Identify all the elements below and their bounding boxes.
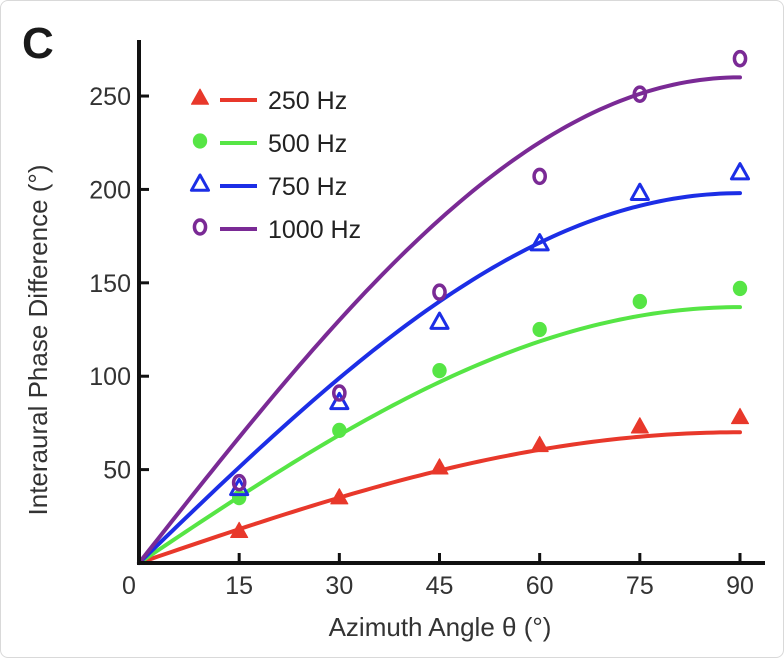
legend-marker <box>192 133 208 149</box>
data-point <box>732 49 748 68</box>
data-point <box>632 85 648 103</box>
y-tick-label: 250 <box>89 83 131 111</box>
data-point <box>730 407 750 425</box>
axes <box>137 40 765 565</box>
x-tick-label: 15 <box>225 572 253 600</box>
x-tick-label: 0 <box>122 572 136 600</box>
fit-curve-2 <box>137 191 742 565</box>
data-point <box>430 458 449 475</box>
legend-item: 750 Hz <box>189 173 347 201</box>
data-point <box>330 488 349 505</box>
legend-label: 750 Hz <box>268 173 347 201</box>
data-point <box>432 283 447 301</box>
legend-item: 1000 Hz <box>192 216 361 244</box>
ticks: 50 100 150 200 250 0 15 30 45 60 75 90 <box>89 83 754 600</box>
legend-marker <box>189 173 211 192</box>
data-point <box>231 489 247 506</box>
y-tick-label: 100 <box>89 363 131 391</box>
data-point <box>632 293 648 310</box>
data-point <box>529 233 550 252</box>
legend-item: 250 Hz <box>190 87 347 115</box>
x-tick-label: 60 <box>526 572 554 600</box>
data-point <box>732 280 748 297</box>
legend-item: 500 Hz <box>192 130 347 158</box>
data-point <box>532 167 547 186</box>
data-point <box>530 435 549 453</box>
y-axis-title: Interaural Phase Difference (°) <box>23 165 53 516</box>
x-axis-title: Azimuth Angle θ (°) <box>329 612 552 642</box>
data-point <box>432 362 447 379</box>
y-tick-label: 50 <box>103 457 131 485</box>
legend-marker <box>192 218 208 236</box>
legend-label: 250 Hz <box>268 87 347 115</box>
data-point <box>429 311 450 330</box>
fit-curve-3 <box>137 75 742 565</box>
data-point <box>231 473 247 492</box>
legend-label: 1000 Hz <box>268 216 361 244</box>
data-point <box>729 162 751 181</box>
x-tick-label: 75 <box>626 572 654 600</box>
legend-marker <box>190 88 210 105</box>
data-point <box>332 384 347 402</box>
data-point <box>230 521 249 539</box>
data-point <box>332 422 347 439</box>
data-point <box>532 321 547 338</box>
data-points <box>229 49 751 539</box>
data-point <box>629 182 650 201</box>
data-point <box>630 417 649 434</box>
fit-curves <box>137 75 742 565</box>
legend: 250 Hz 500 Hz 750 Hz 1000 Hz <box>189 87 361 244</box>
x-tick-label: 30 <box>325 572 353 600</box>
x-tick-label: 90 <box>726 572 754 600</box>
data-point <box>329 391 350 411</box>
y-tick-label: 150 <box>89 270 131 298</box>
x-tick-label: 45 <box>426 572 454 600</box>
y-tick-label: 200 <box>89 176 131 204</box>
legend-label: 500 Hz <box>268 130 347 158</box>
panel-label: C <box>22 19 54 68</box>
